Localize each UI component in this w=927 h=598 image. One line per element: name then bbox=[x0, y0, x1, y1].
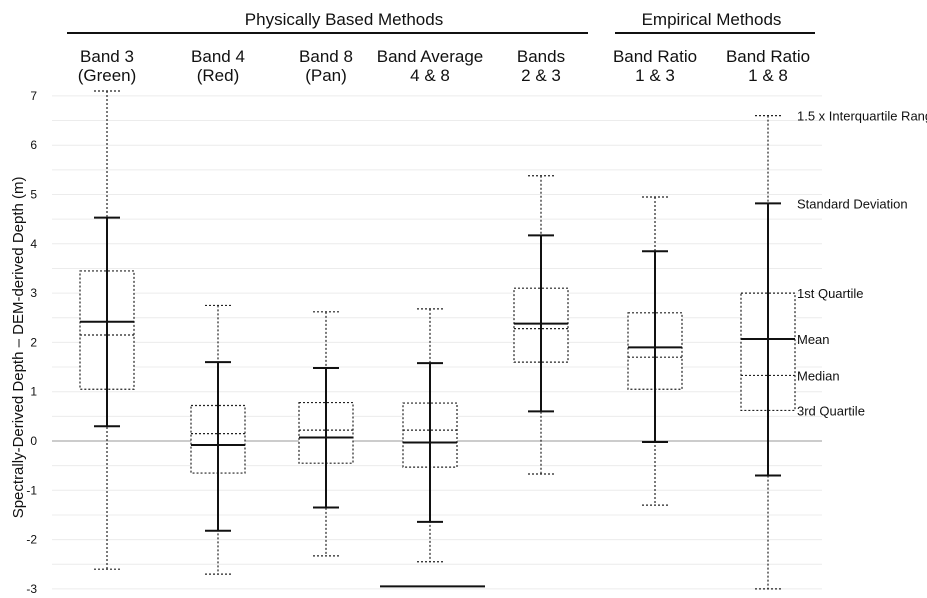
legend-annotation: 1.5 x Interquartile Range bbox=[797, 109, 927, 124]
y-tick-label: 4 bbox=[30, 237, 37, 251]
column-label: (Pan) bbox=[305, 66, 347, 85]
column-label: 1 & 8 bbox=[748, 66, 788, 85]
group-header-label: Empirical Methods bbox=[642, 10, 782, 29]
y-tick-label: -2 bbox=[26, 533, 37, 547]
column-label: Band Average bbox=[377, 47, 484, 66]
y-tick-label: 5 bbox=[30, 188, 37, 202]
legend-annotation: 3rd Quartile bbox=[797, 403, 865, 418]
y-tick-label: 0 bbox=[30, 434, 37, 448]
legend-annotation: Median bbox=[797, 368, 840, 383]
column-label: (Green) bbox=[78, 66, 137, 85]
y-tick-label: 1 bbox=[30, 385, 37, 399]
column-label: 2 & 3 bbox=[521, 66, 561, 85]
column-label: Band 3 bbox=[80, 47, 134, 66]
legend-annotation: Standard Deviation bbox=[797, 196, 908, 211]
group-header-label: Physically Based Methods bbox=[245, 10, 443, 29]
legend-annotation: 1st Quartile bbox=[797, 286, 863, 301]
y-tick-label: 6 bbox=[30, 138, 37, 152]
y-tick-label: -1 bbox=[26, 483, 37, 497]
y-tick-label: 7 bbox=[30, 89, 37, 103]
y-tick-label: 2 bbox=[30, 335, 37, 349]
column-label: 4 & 8 bbox=[410, 66, 450, 85]
column-label: Band 8 bbox=[299, 47, 353, 66]
column-label: 1 & 3 bbox=[635, 66, 675, 85]
y-tick-label: -3 bbox=[26, 582, 37, 596]
column-label: (Red) bbox=[197, 66, 240, 85]
legend-annotation: Mean bbox=[797, 332, 830, 347]
y-tick-label: 3 bbox=[30, 286, 37, 300]
column-label: Bands bbox=[517, 47, 565, 66]
column-label: Band 4 bbox=[191, 47, 245, 66]
y-axis-title: Spectrally-Derived Depth – DEM-derived D… bbox=[10, 177, 27, 519]
column-label: Band Ratio bbox=[726, 47, 810, 66]
column-label: Band Ratio bbox=[613, 47, 697, 66]
